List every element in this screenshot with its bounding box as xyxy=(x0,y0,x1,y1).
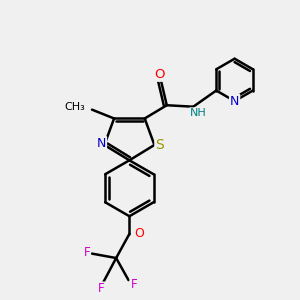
Text: F: F xyxy=(130,278,137,291)
Text: F: F xyxy=(83,246,90,259)
Text: O: O xyxy=(154,68,165,81)
Text: S: S xyxy=(155,138,164,152)
Text: F: F xyxy=(98,282,105,296)
Text: N: N xyxy=(230,94,239,108)
Text: NH: NH xyxy=(190,108,207,118)
Text: CH₃: CH₃ xyxy=(64,102,85,112)
Text: O: O xyxy=(135,227,145,240)
Text: N: N xyxy=(97,137,106,150)
